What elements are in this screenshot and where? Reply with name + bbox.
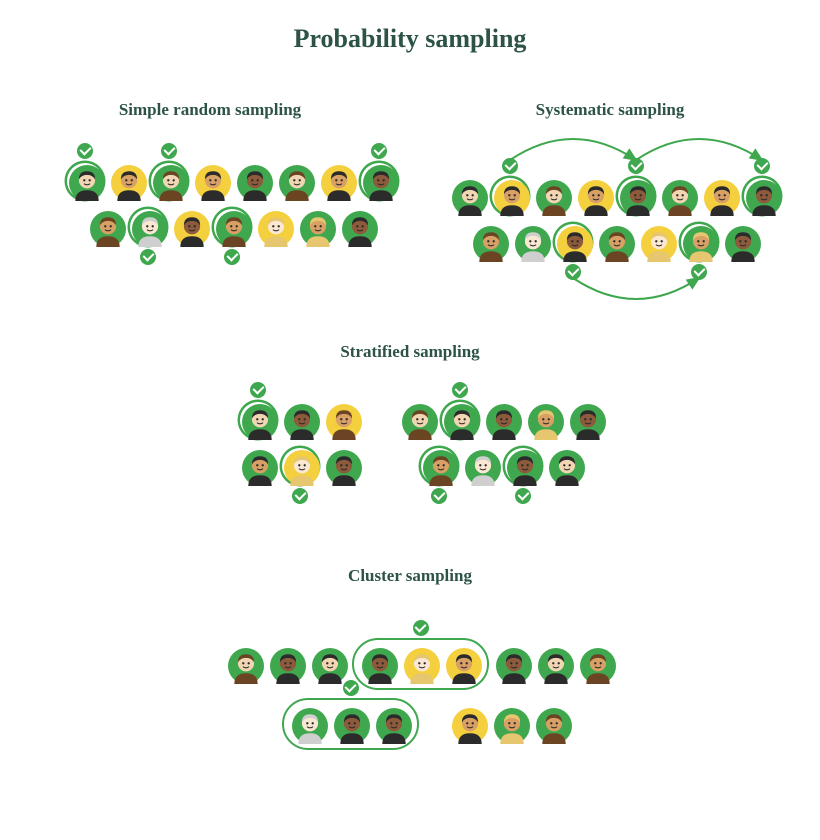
person-avatar (88, 209, 124, 245)
checkmark-icon (140, 249, 156, 265)
cluster-title: Cluster sampling (260, 566, 560, 586)
person-avatar (526, 402, 562, 438)
person-avatar (536, 646, 572, 682)
person-avatar (172, 209, 208, 245)
person-avatar (494, 646, 530, 682)
person-avatar (109, 163, 145, 199)
person-avatar (547, 448, 583, 484)
person-avatar (534, 706, 570, 742)
cluster-selection-ring (352, 638, 489, 690)
person-avatar (555, 224, 591, 260)
checkmark-icon (77, 143, 93, 159)
person-avatar (681, 224, 717, 260)
person-avatar (568, 402, 604, 438)
person-avatar (268, 646, 304, 682)
cluster-selection-ring (282, 698, 419, 750)
person-avatar (723, 224, 759, 260)
person-avatar (130, 209, 166, 245)
checkmark-icon (502, 158, 518, 174)
person-avatar (324, 402, 360, 438)
person-avatar (597, 224, 633, 260)
checkmark-icon (431, 488, 447, 504)
person-avatar (298, 209, 334, 245)
person-avatar (340, 209, 376, 245)
person-avatar (282, 448, 318, 484)
person-avatar (578, 646, 614, 682)
person-avatar (450, 178, 486, 214)
person-avatar (702, 178, 738, 214)
checkmark-icon (250, 382, 266, 398)
person-avatar (492, 178, 528, 214)
person-avatar (361, 163, 397, 199)
checkmark-icon (371, 143, 387, 159)
person-avatar (319, 163, 355, 199)
checkmark-icon (452, 382, 468, 398)
person-avatar (282, 402, 318, 438)
person-avatar (618, 178, 654, 214)
checkmark-icon (343, 680, 359, 696)
person-avatar (151, 163, 187, 199)
person-avatar (277, 163, 313, 199)
person-avatar (660, 178, 696, 214)
simple-title: Simple random sampling (60, 100, 360, 120)
person-avatar (240, 402, 276, 438)
stratified-title: Stratified sampling (260, 342, 560, 362)
person-avatar (226, 646, 262, 682)
checkmark-icon (754, 158, 770, 174)
checkmark-icon (628, 158, 644, 174)
person-avatar (484, 402, 520, 438)
person-avatar (400, 402, 436, 438)
person-avatar (421, 448, 457, 484)
person-avatar (67, 163, 103, 199)
person-avatar (639, 224, 675, 260)
page-title: Probability sampling (0, 24, 820, 54)
person-avatar (310, 646, 346, 682)
person-avatar (256, 209, 292, 245)
person-avatar (744, 178, 780, 214)
checkmark-icon (161, 143, 177, 159)
person-avatar (214, 209, 250, 245)
person-avatar (235, 163, 271, 199)
checkmark-icon (413, 620, 429, 636)
person-avatar (450, 706, 486, 742)
person-avatar (442, 402, 478, 438)
person-avatar (463, 448, 499, 484)
person-avatar (576, 178, 612, 214)
checkmark-icon (565, 264, 581, 280)
checkmark-icon (224, 249, 240, 265)
systematic-title: Systematic sampling (460, 100, 760, 120)
person-avatar (240, 448, 276, 484)
person-avatar (471, 224, 507, 260)
person-avatar (193, 163, 229, 199)
checkmark-icon (292, 488, 308, 504)
person-avatar (324, 448, 360, 484)
checkmark-icon (691, 264, 707, 280)
person-avatar (534, 178, 570, 214)
person-avatar (505, 448, 541, 484)
person-avatar (513, 224, 549, 260)
checkmark-icon (515, 488, 531, 504)
person-avatar (492, 706, 528, 742)
